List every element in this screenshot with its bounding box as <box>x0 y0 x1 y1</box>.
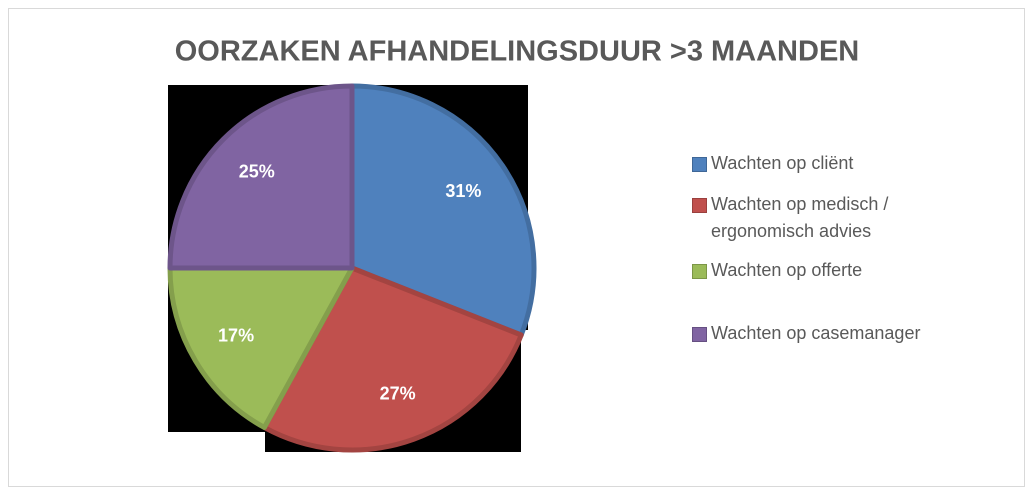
data-label: 25% <box>239 162 275 182</box>
chart-title: OORZAKEN AFHANDELINGSDUUR >3 MAANDEN <box>175 36 859 68</box>
legend-item: Wachten op cliënt <box>692 150 982 177</box>
pie-slice <box>167 265 355 430</box>
pie-slice <box>349 83 537 338</box>
legend-label: Wachten op cliënt <box>711 153 854 173</box>
pie-slice <box>167 83 355 271</box>
data-label: 31% <box>445 181 481 201</box>
legend-swatch <box>692 157 707 172</box>
legend-item: Wachten op casemanager <box>692 320 982 347</box>
legend-swatch <box>692 264 707 279</box>
legend-item: Wachten op offerte <box>692 257 982 284</box>
legend-swatch <box>692 198 707 213</box>
legend-label: Wachten op medisch / ergonomisch advies <box>711 194 889 241</box>
legend-swatch <box>692 327 707 342</box>
legend-item: Wachten op medisch / ergonomisch advies <box>692 191 982 245</box>
data-label: 27% <box>380 383 416 403</box>
legend-label: Wachten op offerte <box>711 260 863 280</box>
data-label: 17% <box>218 325 254 345</box>
legend-label: Wachten op casemanager <box>711 323 921 343</box>
